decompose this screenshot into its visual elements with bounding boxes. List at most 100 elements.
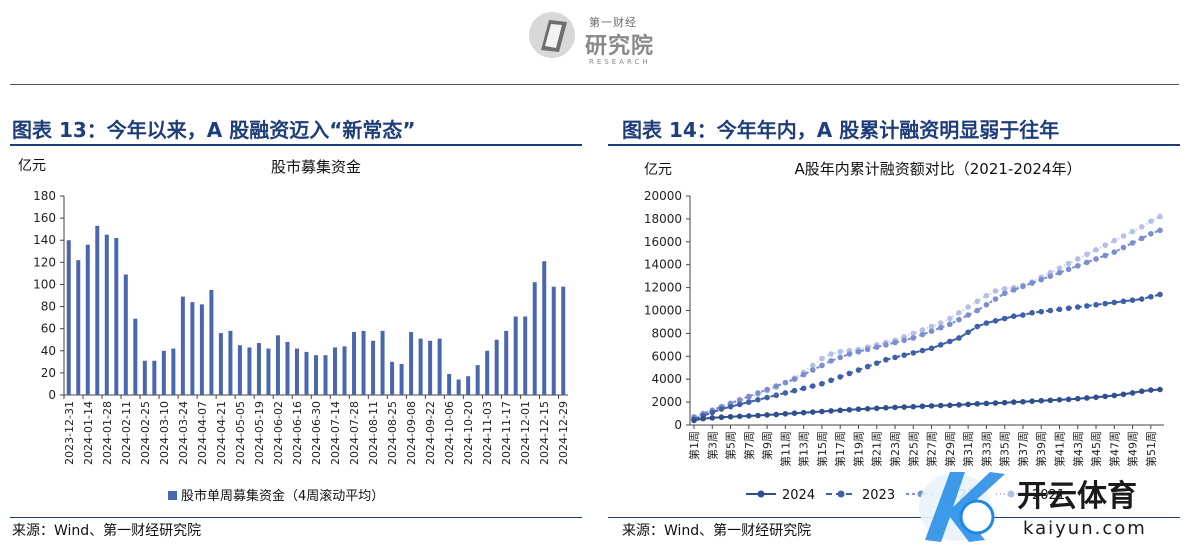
research-logo: 第一财经 研究院 RESEARCH	[527, 8, 677, 68]
x-tick-label: 2024-09-22	[424, 401, 437, 465]
data-point-2024	[1038, 397, 1045, 404]
data-point-2023	[727, 403, 734, 410]
x-tick-label: 第13周	[797, 431, 811, 467]
data-point-2023	[791, 387, 798, 394]
data-point-2022	[773, 383, 780, 389]
y-tick-label: 180	[33, 189, 56, 203]
data-point-2024	[1011, 399, 1017, 405]
data-point-2024	[883, 405, 889, 411]
bar	[371, 340, 376, 395]
data-point-2021	[919, 327, 926, 333]
bar	[513, 316, 518, 395]
data-point-2022	[910, 335, 917, 341]
data-point-2023	[928, 345, 935, 352]
bar	[333, 347, 338, 395]
data-point-2022	[864, 346, 871, 353]
y-tick-label: 80	[41, 300, 56, 314]
x-tick-label: 第3周	[705, 431, 719, 460]
data-point-2024	[1047, 397, 1054, 404]
data-point-2022	[1074, 263, 1081, 269]
series-line-2022	[693, 229, 1161, 418]
data-point-2022	[819, 362, 825, 369]
data-point-2024	[855, 406, 862, 412]
bar	[228, 330, 233, 395]
data-point-2023	[974, 323, 981, 330]
data-point-2022	[892, 339, 898, 346]
data-point-2023	[937, 342, 944, 348]
bar	[409, 331, 414, 395]
data-point-2022	[1065, 266, 1072, 273]
x-tick-label: 2024-02-25	[139, 401, 152, 465]
data-point-2022	[1011, 287, 1017, 293]
source-rule-right	[608, 517, 1180, 518]
title-rule-right	[608, 144, 1180, 146]
data-point-2024	[828, 408, 834, 414]
data-point-2024	[755, 412, 761, 419]
data-point-2023	[1102, 300, 1108, 307]
data-point-2022	[901, 337, 907, 344]
data-point-2024	[1148, 387, 1154, 393]
watermark-name: 开云体育	[1017, 479, 1137, 514]
data-point-2022	[846, 351, 853, 357]
data-point-2023	[1029, 309, 1035, 316]
panel-title-right: 图表 14：今年年内，A 股累计融资明显弱于往年	[622, 118, 1060, 142]
bar	[456, 379, 461, 395]
x-tick-label: 第37周	[1016, 431, 1030, 467]
bar	[285, 341, 290, 395]
y-tick-label: 16000	[644, 235, 682, 249]
x-tick-label: 2024-03-24	[177, 401, 190, 465]
data-point-2021	[819, 355, 825, 362]
bar	[218, 333, 223, 395]
data-point-2021	[837, 348, 843, 355]
line-chart-cumulative: 亿元 A股年内累计融资额对比（2021-2024年） 0 2000 4000 6000 80…	[644, 160, 1164, 503]
data-point-2023	[1129, 297, 1136, 303]
y-tick-label: 140	[33, 233, 56, 247]
data-point-2023	[992, 318, 999, 324]
data-point-2024	[746, 413, 752, 419]
data-point-2023	[1084, 303, 1090, 309]
x-tick-label: 第23周	[888, 431, 902, 467]
bar	[180, 296, 185, 395]
y-tick-label: 160	[33, 211, 56, 225]
data-point-2024	[864, 405, 871, 412]
data-point-2024	[764, 412, 770, 418]
data-point-2021	[937, 320, 944, 326]
data-point-2024	[800, 409, 807, 416]
data-point-2023	[910, 350, 917, 356]
source-left: 来源：Wind、第一财经研究院	[12, 523, 202, 539]
data-point-2023	[1020, 312, 1026, 318]
x-tick-label: 2024-03-10	[158, 401, 171, 465]
data-point-2023	[1065, 305, 1072, 312]
bar	[399, 364, 404, 395]
bar	[114, 238, 119, 395]
data-point-2022	[1038, 276, 1045, 283]
data-point-2023	[1047, 307, 1054, 314]
bar	[190, 302, 195, 395]
bar	[247, 347, 252, 395]
data-point-2022	[1120, 244, 1127, 251]
data-point-2023	[965, 329, 971, 336]
data-point-2022	[755, 390, 761, 396]
y-tick-label: 0	[48, 388, 56, 402]
bar	[161, 350, 166, 395]
data-point-2024	[1056, 397, 1063, 403]
x-tick-label: 2023-12-31	[63, 401, 76, 465]
data-point-2024	[992, 400, 999, 406]
chart-title: A股年内累计融资额对比（2021-2024年）	[794, 160, 1081, 178]
x-tick-label: 2024-04-07	[196, 401, 209, 465]
data-point-2023	[837, 374, 843, 380]
data-point-2021	[974, 298, 981, 305]
data-point-2023	[883, 356, 889, 363]
y-tick-label: 8000	[651, 326, 682, 340]
data-point-2021	[1102, 242, 1108, 249]
x-tick-label: 第33周	[979, 431, 993, 467]
data-point-2022	[1148, 230, 1154, 237]
y-tick-label: 4000	[651, 372, 682, 386]
bar	[209, 289, 214, 395]
x-tick-label: 2024-11-17	[500, 401, 513, 465]
x-tick-label: 2024-01-28	[101, 401, 114, 465]
data-point-2024	[1065, 396, 1072, 403]
x-tick-label: 2024-09-08	[405, 401, 418, 465]
data-point-2021	[1129, 228, 1136, 235]
bar	[466, 376, 471, 395]
